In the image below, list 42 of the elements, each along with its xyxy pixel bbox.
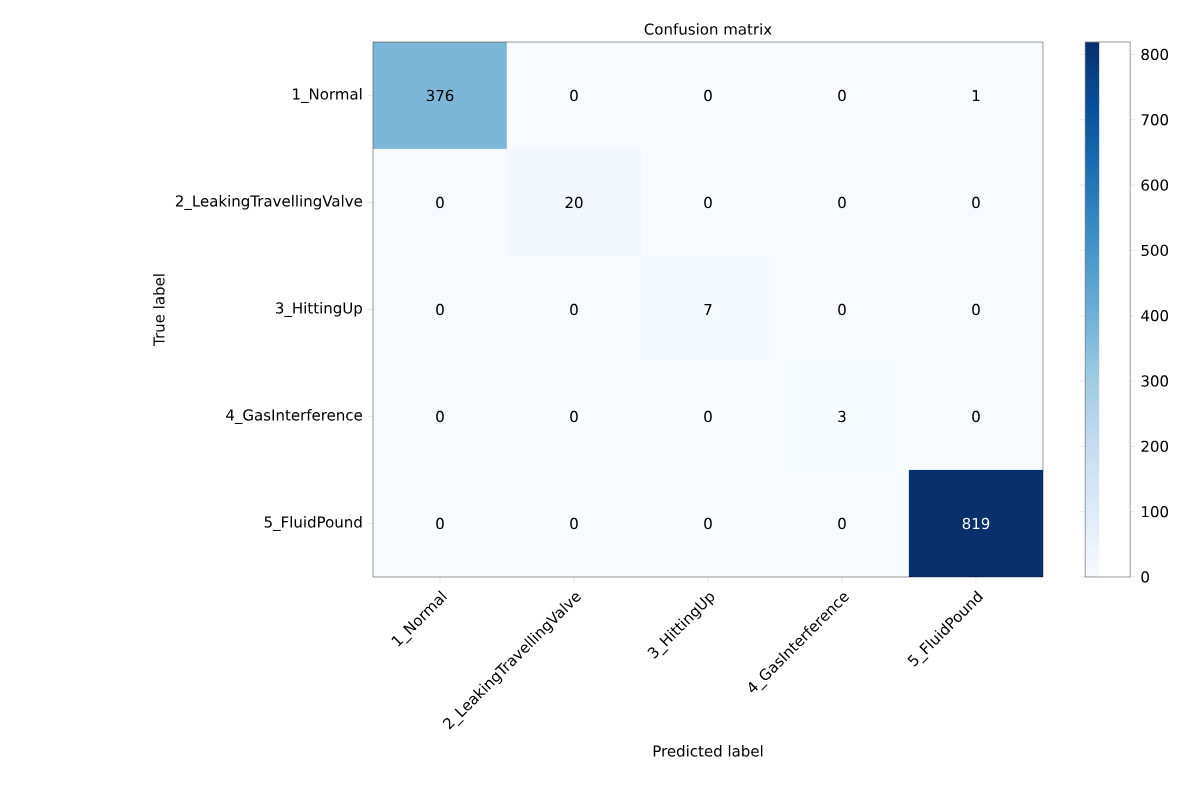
color-bar-label: 0	[1141, 571, 1149, 583]
data-label: 0	[436, 303, 444, 316]
color-bar-label: 500	[1141, 244, 1169, 257]
data-label: 0	[436, 410, 444, 423]
data-label: 0	[570, 89, 578, 102]
data-label: 0	[972, 303, 980, 316]
data-label: 0	[704, 89, 712, 102]
color-bar-label: 600	[1141, 179, 1169, 191]
data-label: 20	[565, 196, 583, 209]
data-label: 0	[436, 196, 444, 209]
data-label: 0	[838, 517, 846, 530]
data-label: 376	[426, 89, 454, 102]
data-label: 0	[838, 196, 846, 209]
y-tick-label: 1_Normal	[293, 88, 362, 103]
data-label: 0	[972, 410, 980, 423]
data-label: 0	[570, 517, 578, 530]
data-label: 0	[972, 196, 980, 209]
data-label: 1	[972, 90, 980, 101]
data-label: 0	[838, 303, 846, 316]
data-label: 0	[838, 89, 846, 102]
data-label: 7	[704, 304, 712, 315]
data-label: 0	[570, 303, 578, 316]
color-bar-label: 400	[1141, 310, 1169, 322]
color-bar-label: 700	[1141, 114, 1169, 126]
chart-title: Confusion matrix	[644, 23, 772, 35]
y-tick-label: 3_HittingUp	[276, 302, 362, 317]
y-tick-label: 4_GasInterference	[226, 409, 363, 424]
data-label: 0	[704, 410, 712, 423]
data-label: 0	[436, 517, 444, 530]
y-axis-title: True label	[153, 274, 165, 346]
data-label: 819	[962, 517, 990, 530]
data-label: 0	[704, 517, 712, 530]
data-label: 0	[570, 410, 578, 423]
color-bar-label: 100	[1142, 505, 1169, 518]
color-bar-label: 300	[1141, 375, 1169, 387]
data-label: 3	[838, 410, 846, 423]
y-tick-label: 5_FluidPound	[264, 516, 362, 531]
color-bar-label: 200	[1141, 440, 1169, 453]
x-axis-title: Predicted label	[653, 745, 763, 757]
color-bar-label: 800	[1141, 48, 1169, 61]
data-label: 0	[704, 196, 712, 209]
y-tick-label: 2_LeakingTravellingValve	[175, 195, 363, 210]
